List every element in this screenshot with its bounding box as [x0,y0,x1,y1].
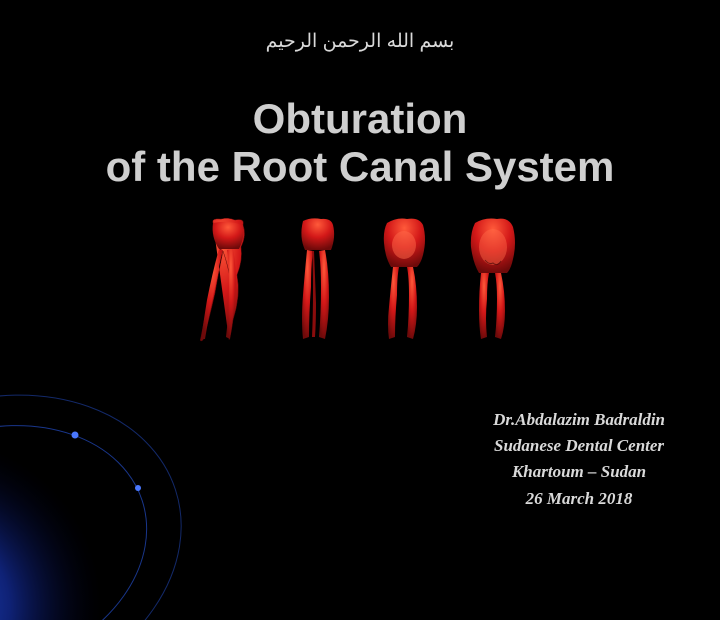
slide-title: Obturation of the Root Canal System [0,95,720,192]
orbit-decoration [0,340,200,620]
title-line-2: of the Root Canal System [0,143,720,191]
tooth-root-2 [281,215,351,345]
author-place: Khartoum – Sudan [493,459,665,485]
author-name: Dr.Abdalazim Badraldin [493,407,665,433]
title-line-1: Obturation [0,95,720,143]
root-canal-illustration [193,215,527,345]
bismillah-text: بسم الله الرحمن الرحيم [266,30,455,53]
author-org: Sudanese Dental Center [493,433,665,459]
author-date: 26 March 2018 [493,486,665,512]
tooth-root-1 [193,215,263,345]
tooth-root-3 [369,215,439,345]
author-info: Dr.Abdalazim Badraldin Sudanese Dental C… [493,407,665,512]
tooth-root-4 [457,215,527,345]
